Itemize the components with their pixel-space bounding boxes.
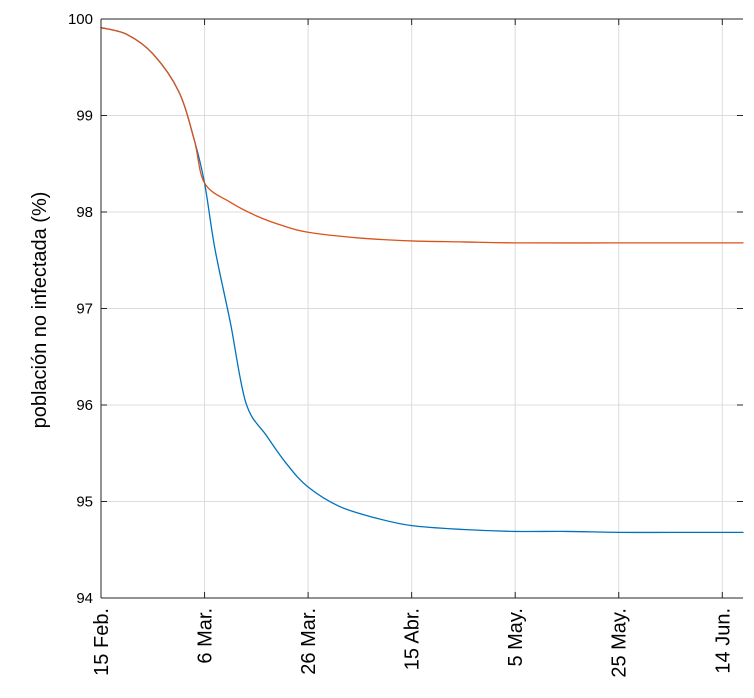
x-tick-label: 14 Jun. bbox=[712, 608, 734, 674]
series-lines bbox=[100, 27, 744, 534]
y-tick-label: 98 bbox=[76, 204, 93, 221]
x-tick-label: 26 Mar. bbox=[298, 608, 320, 675]
x-tick-label: 5 May. bbox=[505, 608, 527, 667]
y-axis-label: población no infectada (%) bbox=[29, 192, 51, 429]
series-line-2 bbox=[100, 27, 744, 244]
y-tick-label: 95 bbox=[76, 494, 93, 511]
y-tick-labels: 94 95 96 97 98 99 100 bbox=[68, 11, 93, 607]
x-tick-label: 6 Mar. bbox=[195, 608, 217, 664]
y-tick-label: 99 bbox=[76, 108, 93, 125]
y-tick-label: 100 bbox=[68, 11, 93, 28]
series-line-1 bbox=[100, 27, 744, 534]
y-tick-label: 94 bbox=[76, 590, 93, 607]
axes bbox=[100, 18, 743, 599]
x-tick-label: 25 May. bbox=[609, 608, 631, 678]
y-tick-label: 96 bbox=[76, 397, 93, 414]
grid-lines bbox=[100, 18, 743, 599]
y-tick-label: 97 bbox=[76, 301, 93, 318]
x-tick-label: 15 Feb. bbox=[91, 608, 113, 676]
x-tick-labels: 15 Feb. 6 Mar. 26 Mar. 15 Abr. 5 May. 25 May.… bbox=[91, 608, 734, 678]
x-tick-label: 15 Abr. bbox=[402, 608, 424, 670]
